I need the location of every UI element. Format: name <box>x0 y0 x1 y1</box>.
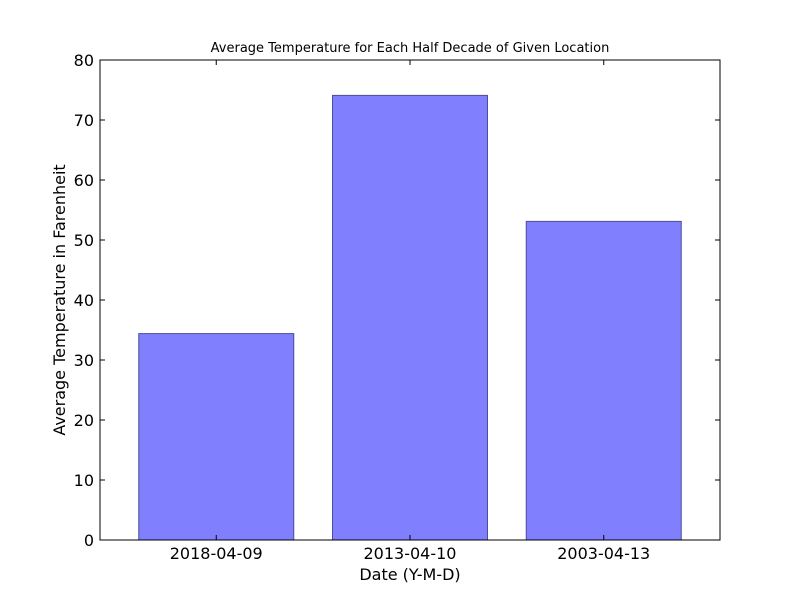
bar <box>525 220 682 541</box>
x-axis-label: Date (Y-M-D) <box>359 565 460 584</box>
chart-title: Average Temperature for Each Half Decade… <box>211 41 610 56</box>
bar <box>332 94 488 541</box>
y-tick-label: 40 <box>74 291 94 310</box>
y-axis-label: Average Temperature in Farenheit <box>50 164 69 435</box>
y-tick-label: 50 <box>74 231 94 250</box>
y-tick-label: 20 <box>74 411 94 430</box>
y-tick-label: 30 <box>74 351 94 370</box>
ticks-layer: 0 10 20 30 40 50 60 70 80 2018-04-09 2013-04-10 200… <box>74 51 720 563</box>
y-tick-label: 0 <box>84 531 94 550</box>
bar <box>138 333 295 541</box>
y-tick-label: 80 <box>74 51 94 70</box>
y-tick-label: 70 <box>74 111 94 130</box>
plot-frame <box>99 59 721 541</box>
y-tick-label: 10 <box>74 471 94 490</box>
x-tick-label: 2013-04-10 <box>364 544 457 563</box>
x-tick-label: 2003-04-13 <box>557 544 650 563</box>
bars-layer <box>138 94 682 541</box>
x-tick-label: 2018-04-09 <box>170 544 263 563</box>
y-tick-label: 60 <box>74 171 94 190</box>
